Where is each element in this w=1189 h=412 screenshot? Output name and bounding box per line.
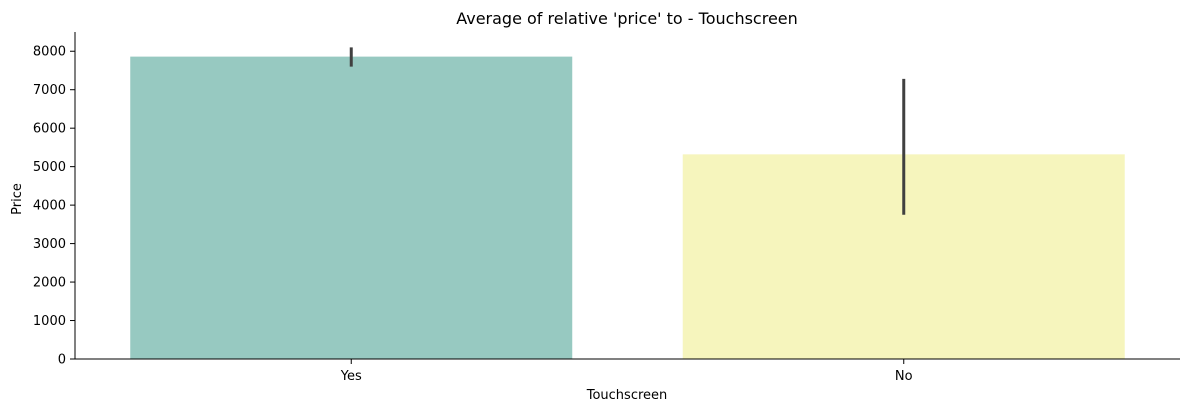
- y-tick-label: 6000: [33, 122, 66, 137]
- x-tick-label: Yes: [340, 369, 362, 384]
- y-tick-label: 7000: [33, 83, 66, 98]
- y-tick-label: 3000: [33, 237, 66, 252]
- x-tick-label: No: [895, 369, 913, 384]
- chart-title: Average of relative 'price' to - Touchsc…: [456, 9, 798, 28]
- y-tick-label: 2000: [33, 276, 66, 291]
- y-axis-label: Price: [10, 183, 25, 215]
- y-tick-label: 1000: [33, 314, 66, 329]
- y-tick-label: 0: [58, 353, 66, 368]
- plot-area: 0 1000 2000 3000 4000 5000 6000 7000 8000 Yes No: [33, 32, 1180, 384]
- bar-yes: [130, 56, 573, 360]
- x-axis-label: Touchscreen: [586, 388, 668, 403]
- y-tick-label: 4000: [33, 199, 66, 214]
- y-tick-label: 5000: [33, 160, 66, 175]
- y-tick-label: 8000: [33, 45, 66, 60]
